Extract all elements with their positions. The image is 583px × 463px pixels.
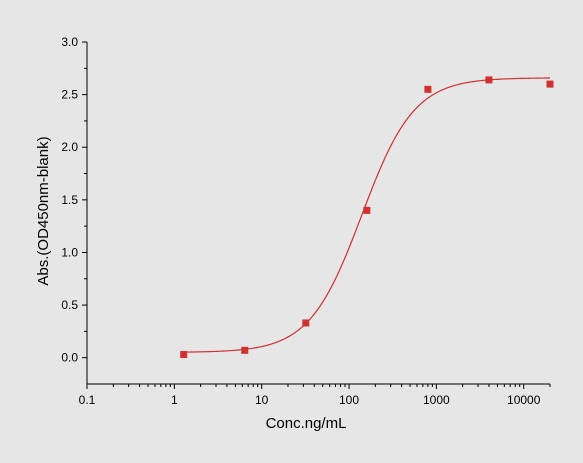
y-tick-label: 0.5	[61, 298, 78, 312]
data-point	[302, 319, 310, 327]
data-point	[546, 80, 554, 88]
data-point	[424, 85, 432, 93]
y-tick-label: 2.0	[61, 140, 78, 154]
data-point	[180, 351, 188, 359]
data-point	[485, 76, 493, 84]
fit-curve	[183, 77, 551, 353]
x-axis-title: Conc.ng/mL	[266, 415, 347, 432]
data-point	[241, 346, 249, 354]
x-tick-label: 100	[339, 393, 359, 407]
y-tick-label: 2.5	[61, 88, 78, 102]
x-tick-label: 10	[255, 393, 269, 407]
axes	[86, 42, 550, 385]
x-tick-label: 1000	[423, 393, 450, 407]
y-tick-label: 0.0	[61, 351, 78, 365]
y-tick-label: 3.0	[61, 35, 78, 49]
data-point	[363, 206, 371, 214]
x-tick-label: 1	[171, 393, 178, 407]
x-tick-label: 0.1	[79, 393, 96, 407]
y-axis-title: Abs.(OD450nm-blank)	[35, 136, 52, 285]
y-tick-label: 1.0	[61, 245, 78, 259]
y-tick-label: 1.5	[61, 193, 78, 207]
data-points	[180, 76, 554, 359]
x-tick-label: 10000	[507, 393, 541, 407]
ticks: 0.0 0.5 1.0 1.5 2.0 2.5 3.0 0.1 1 10 100 1000 10000	[61, 35, 551, 407]
